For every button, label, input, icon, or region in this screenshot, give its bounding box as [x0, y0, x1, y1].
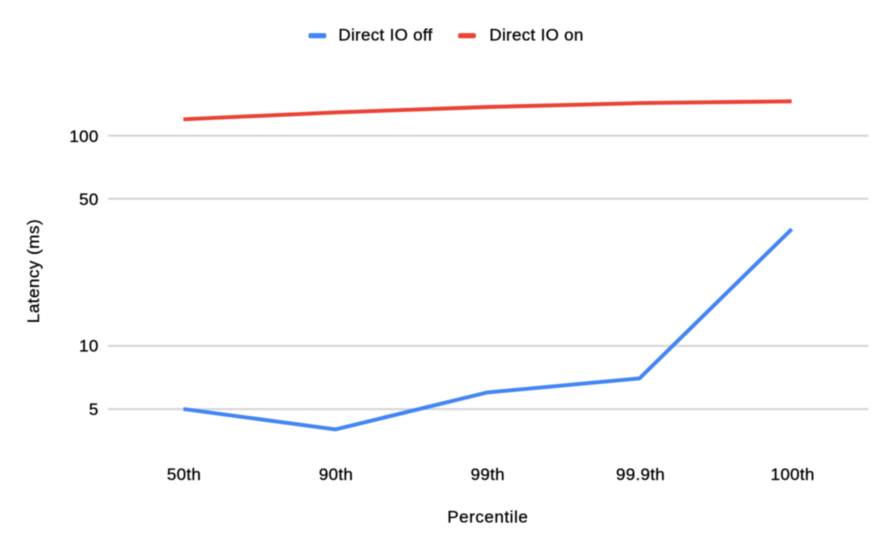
svg-text:100th: 100th — [771, 465, 815, 484]
svg-text:10: 10 — [79, 337, 99, 356]
svg-text:5: 5 — [89, 400, 99, 419]
svg-text:Percentile: Percentile — [447, 508, 528, 527]
svg-text:Direct IO off: Direct IO off — [338, 25, 432, 44]
svg-text:100: 100 — [69, 127, 98, 146]
svg-text:Latency (ms): Latency (ms) — [24, 219, 43, 323]
svg-text:Direct IO on: Direct IO on — [489, 25, 583, 44]
svg-text:99.9th: 99.9th — [616, 465, 665, 484]
svg-text:99th: 99th — [471, 465, 505, 484]
svg-text:90th: 90th — [319, 465, 353, 484]
svg-text:50: 50 — [79, 190, 99, 209]
svg-text:50th: 50th — [167, 465, 201, 484]
